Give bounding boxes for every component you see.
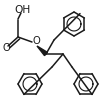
Text: O: O	[32, 36, 40, 46]
Polygon shape	[37, 46, 48, 56]
Text: OH: OH	[15, 5, 31, 15]
Text: O: O	[2, 43, 10, 53]
